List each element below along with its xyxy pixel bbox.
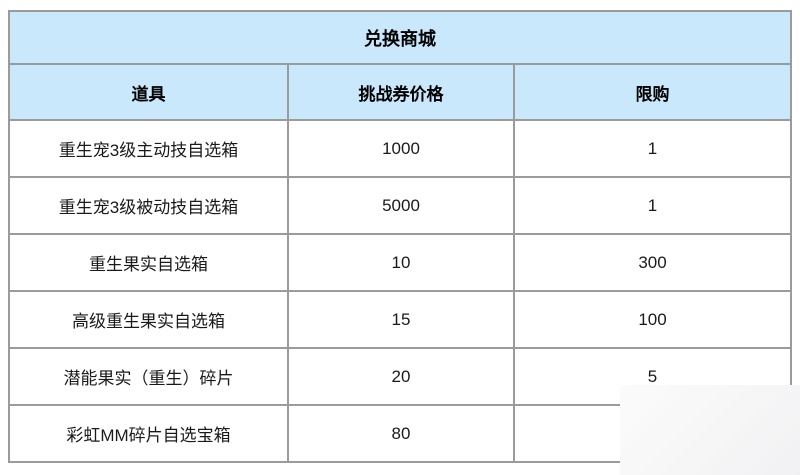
table-row: 潜能果实（重生）碎片 20 5	[8, 347, 793, 406]
table-header-row: 道具 挑战券价格 限购	[8, 63, 793, 121]
table-row: 高级重生果实自选箱 15 100	[8, 290, 793, 349]
table-row: 重生果实自选箱 10 300	[8, 233, 793, 292]
item-name-cell: 高级重生果实自选箱	[8, 290, 289, 349]
item-name-cell: 彩虹MM碎片自选宝箱	[8, 404, 289, 463]
limit-cell: 300	[512, 233, 793, 292]
limit-cell: 1	[512, 119, 793, 178]
exchange-table-body: 兑换商城 道具 挑战券价格 限购 重生宠3级主动技自选箱 1000 1 重生宠3…	[7, 10, 793, 463]
table-row: 重生宠3级被动技自选箱 5000 1	[8, 176, 793, 235]
price-cell: 5000	[287, 176, 515, 235]
price-cell: 10	[287, 233, 515, 292]
item-name-cell: 潜能果实（重生）碎片	[8, 347, 289, 406]
price-cell: 80	[287, 404, 515, 463]
exchange-table: 兑换商城 道具 挑战券价格 限购 重生宠3级主动技自选箱 1000 1 重生宠3…	[7, 10, 793, 463]
item-name-cell: 重生果实自选箱	[8, 233, 289, 292]
blank-overlay	[620, 385, 800, 475]
table-row: 重生宠3级主动技自选箱 1000 1	[8, 119, 793, 178]
column-header-price: 挑战券价格	[287, 63, 515, 121]
price-cell: 20	[287, 347, 515, 406]
price-cell: 1000	[287, 119, 515, 178]
item-name-cell: 重生宠3级被动技自选箱	[8, 176, 289, 235]
column-header-limit: 限购	[512, 63, 793, 121]
table-title-row: 兑换商城	[7, 10, 793, 65]
column-header-item: 道具	[8, 63, 289, 121]
price-cell: 15	[287, 290, 515, 349]
item-name-cell: 重生宠3级主动技自选箱	[8, 119, 289, 178]
limit-cell: 1	[512, 176, 793, 235]
limit-cell: 100	[512, 290, 793, 349]
table-title: 兑换商城	[7, 10, 793, 65]
